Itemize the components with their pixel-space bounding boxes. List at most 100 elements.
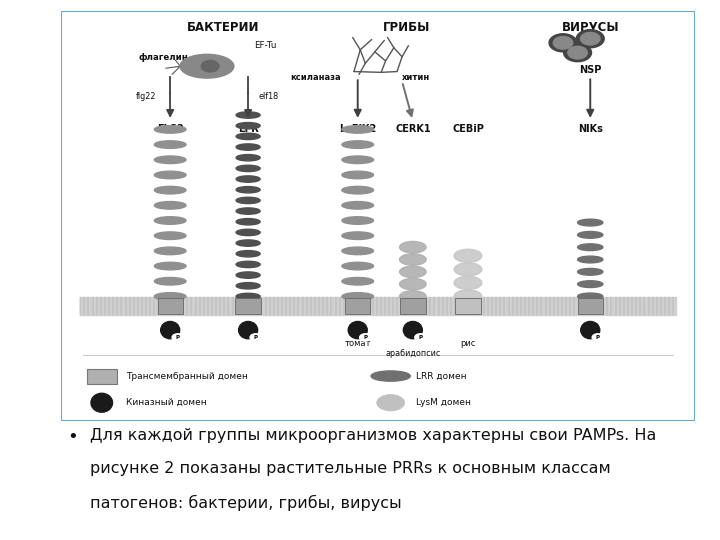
Ellipse shape [454,290,482,303]
Ellipse shape [201,60,219,72]
Text: LRR домен: LRR домен [416,372,467,381]
FancyBboxPatch shape [345,298,370,314]
Text: P: P [364,335,367,340]
FancyBboxPatch shape [235,298,261,314]
FancyBboxPatch shape [400,298,426,314]
Text: flg22: flg22 [136,92,156,102]
Ellipse shape [580,32,600,45]
Ellipse shape [342,141,374,148]
Ellipse shape [342,171,374,179]
Ellipse shape [342,232,374,240]
Ellipse shape [576,30,604,48]
Text: томат: томат [344,339,371,348]
Ellipse shape [236,219,260,225]
Ellipse shape [342,247,374,255]
Ellipse shape [236,230,260,235]
FancyBboxPatch shape [158,298,183,314]
Text: LeEIX2: LeEIX2 [339,124,377,134]
Text: ВИРУСЫ: ВИРУСЫ [562,21,619,34]
Ellipse shape [400,291,426,302]
Ellipse shape [236,293,260,300]
Ellipse shape [342,217,374,224]
Ellipse shape [180,55,234,78]
Ellipse shape [250,334,261,341]
Ellipse shape [342,293,374,300]
Ellipse shape [154,141,186,148]
Ellipse shape [236,133,260,139]
Ellipse shape [154,232,186,240]
Ellipse shape [236,208,260,214]
Ellipse shape [400,241,426,253]
Text: FLS2: FLS2 [157,124,184,134]
Ellipse shape [400,266,426,278]
Ellipse shape [91,393,112,412]
Ellipse shape [415,334,426,341]
Ellipse shape [348,321,367,339]
Text: EFR: EFR [238,124,258,134]
Ellipse shape [577,219,603,226]
Ellipse shape [377,395,405,411]
FancyBboxPatch shape [61,11,695,421]
Text: CERK1: CERK1 [395,124,431,134]
Ellipse shape [236,144,260,150]
Text: Для каждой группы микроорганизмов характерны свои PAMPs. На: Для каждой группы микроорганизмов характ… [90,428,656,443]
Ellipse shape [154,247,186,255]
Ellipse shape [577,268,603,275]
Ellipse shape [342,156,374,164]
Text: CEBiP: CEBiP [452,124,484,134]
Ellipse shape [236,282,260,289]
Ellipse shape [577,244,603,251]
Ellipse shape [154,293,186,300]
Ellipse shape [236,165,260,172]
Ellipse shape [454,263,482,276]
Text: патогенов: бактерии, грибы, вирусы: патогенов: бактерии, грибы, вирусы [90,495,401,511]
Text: •: • [67,428,78,446]
Ellipse shape [577,232,603,238]
Ellipse shape [154,156,186,164]
FancyBboxPatch shape [455,298,481,314]
Ellipse shape [577,281,603,287]
Text: ГРИБЫ: ГРИБЫ [383,21,430,34]
Ellipse shape [342,201,374,209]
Ellipse shape [568,46,588,59]
Ellipse shape [161,321,180,339]
Ellipse shape [154,262,186,270]
Ellipse shape [581,321,600,339]
Ellipse shape [238,321,258,339]
Text: P: P [418,335,423,340]
Text: NSP: NSP [579,65,601,75]
Text: рисунке 2 показаны растительные PRRs к основным классам: рисунке 2 показаны растительные PRRs к о… [90,462,611,476]
Text: ксиланаза: ксиланаза [291,73,341,82]
Ellipse shape [236,123,260,129]
Ellipse shape [342,186,374,194]
Ellipse shape [549,34,577,52]
Text: рис: рис [460,339,476,348]
Ellipse shape [342,126,374,133]
Text: P: P [596,335,600,340]
Ellipse shape [400,279,426,290]
Ellipse shape [154,278,186,285]
Text: P: P [253,335,258,340]
Ellipse shape [400,254,426,265]
Ellipse shape [236,261,260,268]
Ellipse shape [154,201,186,209]
Ellipse shape [236,176,260,182]
Text: арабидопсис: арабидопсис [385,349,441,359]
Ellipse shape [236,272,260,278]
Text: БАКТЕРИИ: БАКТЕРИИ [186,21,259,34]
Ellipse shape [359,334,371,341]
Ellipse shape [154,171,186,179]
Ellipse shape [154,126,186,133]
Ellipse shape [236,112,260,118]
Ellipse shape [154,217,186,224]
Ellipse shape [564,44,592,62]
Ellipse shape [577,293,603,300]
Ellipse shape [454,276,482,289]
Text: хитин: хитин [402,73,431,82]
Text: Трансмембранный домен: Трансмембранный домен [126,372,248,381]
Ellipse shape [236,197,260,204]
FancyBboxPatch shape [86,369,117,384]
Ellipse shape [454,249,482,262]
Ellipse shape [154,186,186,194]
Text: Киназный домен: Киназный домен [126,398,207,407]
